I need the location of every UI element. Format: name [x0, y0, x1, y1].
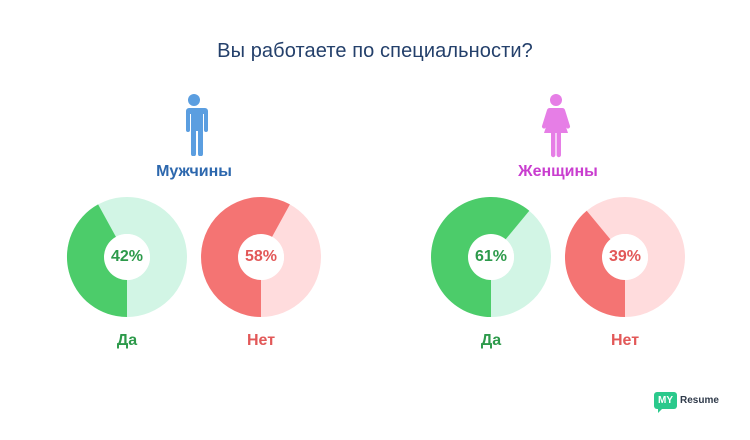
female-person-icon	[540, 94, 572, 163]
answer-label-yes: Да	[116, 332, 138, 349]
answer-label-yes: Да	[480, 332, 502, 349]
group-label-women: Женщины	[518, 163, 598, 180]
donut-men-yes: 42%	[65, 195, 189, 319]
answer-label-no: Нет	[246, 332, 276, 349]
donut-women-no: 39%	[563, 195, 687, 319]
donut-men-no: 58%	[199, 195, 323, 319]
percent-label: 58%	[244, 248, 278, 265]
myresume-logo: MY Resume	[654, 390, 719, 413]
page-title: Вы работаете по специальности?	[217, 40, 533, 62]
donut-women-yes: 61%	[429, 195, 553, 319]
percent-label: 61%	[474, 248, 508, 265]
answer-label-no: Нет	[610, 332, 640, 349]
logo-badge: MY	[654, 391, 677, 413]
male-person-icon	[179, 94, 209, 161]
percent-label: 42%	[110, 248, 144, 265]
group-label-men: Мужчины	[156, 163, 232, 180]
percent-label: 39%	[608, 248, 642, 265]
logo-text: Resume	[680, 394, 719, 406]
